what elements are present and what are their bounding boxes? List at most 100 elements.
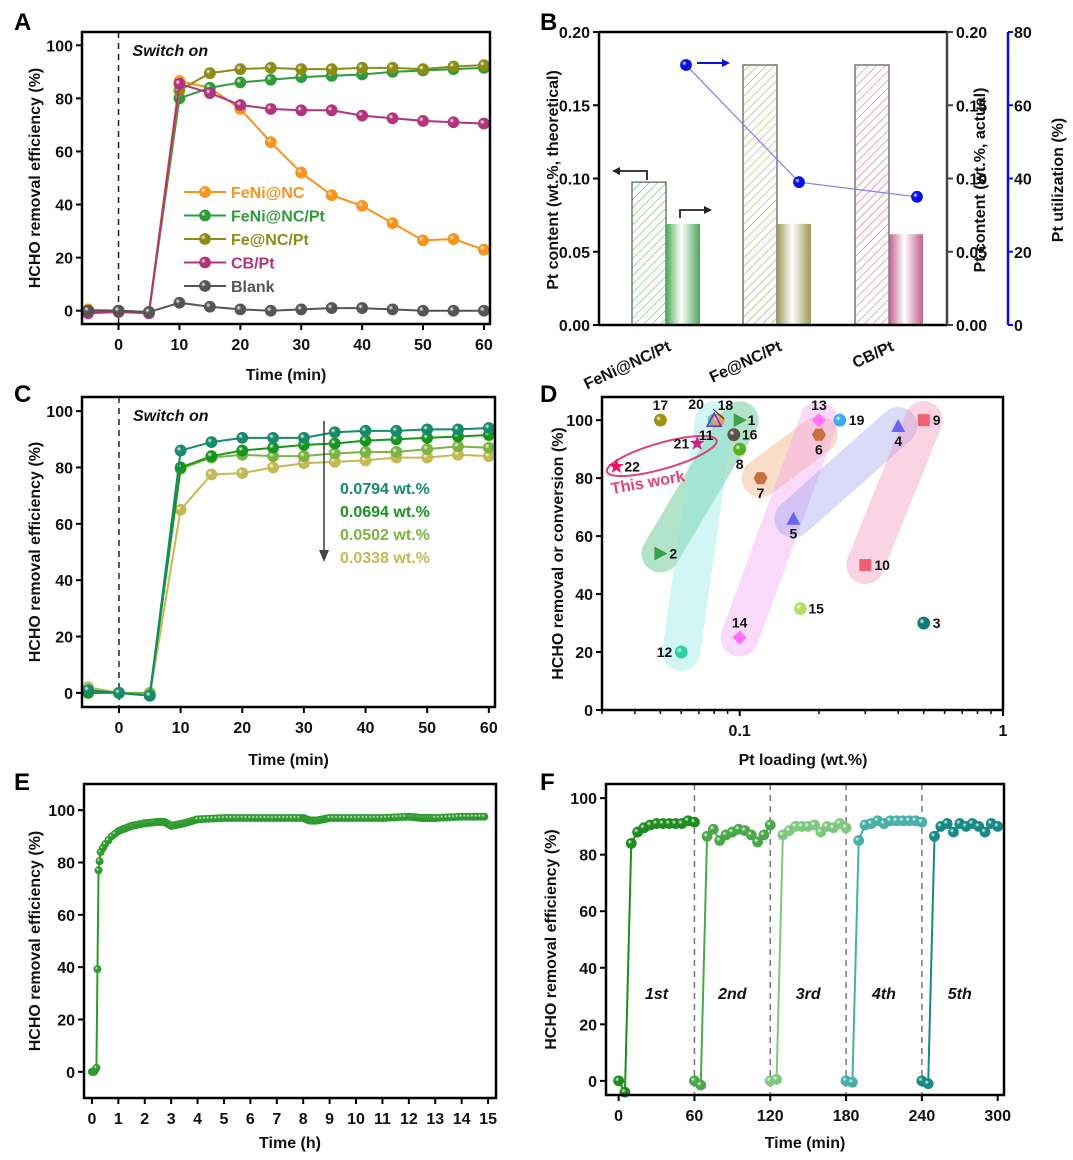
point-label: 13 [811,397,827,413]
plot-frame [80,30,492,326]
series-00694-point-highlight [421,432,433,444]
point-label: 11 [699,427,714,443]
data-point-10 [859,559,872,572]
x-tick-label: 240 [909,1108,936,1125]
stability-point-highlight [95,857,104,865]
panel-b: B FeNi@NC/Pt Fe@NC/Pt CB/Pt 0.00 0.05 0.10 0.15… [540,9,1067,393]
series-cb-pt-point-highlight [295,104,307,116]
cycle-1st-point-highlight [689,817,700,828]
series-blank-point-highlight [265,305,277,317]
series-fe-nc-pt-point-highlight [326,63,338,75]
data-point-12-highlight [675,646,688,659]
cycle-1st-point-highlight [626,838,637,849]
panel-f: F 1st 2nd 3rd 4th 5th 0 20 40 60 80 100 0 60 120 180 240… [540,769,1011,1152]
point-label: 9 [933,412,941,428]
series-00794-point-highlight [360,425,372,437]
y-tick-label: 60 [57,908,75,925]
series-00338-point-highlight [360,454,372,466]
arrow-head [704,206,712,214]
y-tick-label: 100 [46,404,73,421]
y-axis-label: HCHO removal or conversion (%) [550,427,567,680]
x-tick-label: 8 [299,1111,308,1128]
y-right-tick-label: 0.05 [956,245,987,262]
series-fe-nc-pt-point-highlight [417,63,429,75]
data-point-16-highlight [727,428,740,441]
series-cb-pt-point-highlight [326,104,338,116]
series-feni-nc-pt-point-highlight [265,74,277,86]
y-tick-label: 20 [575,645,593,662]
series-blank-point-highlight [478,305,490,317]
y-right-tick-label: 0.00 [956,318,987,335]
series-00794-point-highlight [82,684,94,696]
series-blank-point-highlight [387,303,399,315]
y-right2-tick-label: 80 [1014,25,1032,42]
series-blank-point-highlight [295,303,307,315]
x-tick-label: 12 [400,1111,418,1128]
point-label: 12 [657,644,673,660]
x-tick-label: 4 [193,1111,202,1128]
series-cb-pt-point-highlight [234,99,246,111]
y-tick-label: 20 [55,630,73,647]
cycle-label: 5th [948,986,972,1003]
series-cb-pt-point-highlight [387,112,399,124]
point-label: 16 [742,427,758,443]
point-label: 10 [874,557,890,573]
series-00794-point-highlight [205,436,217,448]
series-fe-nc-pt-point-highlight [356,62,368,74]
x-tick-label: 6 [246,1111,255,1128]
group-highlight [641,401,759,573]
panel-label: F [540,769,555,796]
x-tick-label: 60 [686,1108,704,1125]
series-cb-pt-point-highlight [173,78,185,90]
x-tick-label: 2 [140,1111,149,1128]
point-label: 21 [674,435,690,451]
series-fe-nc-pt-point-highlight [295,63,307,75]
point-label: 7 [757,485,765,501]
cycle-label: 1st [645,986,669,1003]
utilization-point-highlight [911,191,923,203]
y-left-tick-label: 0.20 [559,25,590,42]
series-00794-point-highlight [390,425,402,437]
y-tick-label: 0 [588,1074,597,1091]
point-label: 5 [790,526,798,542]
arrow-right-actual [679,209,705,218]
series-00502-point-highlight [267,450,279,462]
x-tick-label: 15 [479,1111,497,1128]
series-00794-point-highlight [267,432,279,444]
series-00338-point-highlight [329,456,341,468]
series-blank-point-highlight [326,302,338,314]
x-tick-label: 30 [292,337,310,354]
y-tick-label: 40 [55,198,73,215]
data-point-15-highlight [794,602,807,615]
x-tick-label: 14 [453,1111,471,1128]
y-tick-label: 60 [55,517,73,534]
series-feni-nc-point-highlight [326,189,338,201]
point-label: 19 [849,412,865,428]
this-work-ellipse [605,434,718,478]
point-label: 1 [748,412,756,428]
series-cb-pt-point-highlight [447,116,459,128]
legend-label: FeNi@NC [231,185,305,202]
data-point-1 [733,413,747,428]
y-tick-label: 80 [55,460,73,477]
series-00694-point-highlight [175,461,187,473]
cycle-2nd-point-highlight [746,829,757,840]
plot-frame [600,395,1005,712]
legend-label: Fe@NC/Pt [231,232,310,249]
x-tick-label: 5 [220,1111,229,1128]
series-00502-point-highlight [329,447,341,459]
x-tick-label: 0 [115,720,124,737]
series-fe-nc-pt-point-highlight [478,59,490,71]
series-00502-point-highlight [390,446,402,458]
point-label: 3 [933,615,941,631]
data-point-4 [891,418,906,432]
x-tick-label: 11 [374,1111,391,1128]
series-feni-nc-point-highlight [356,200,368,212]
point-label: 14 [732,615,748,631]
y-tick-label: 60 [575,529,593,546]
group-highlight [741,415,838,498]
stability-point-highlight [92,1064,101,1072]
data-point-7 [753,472,768,485]
series-cb-pt-point-highlight [356,110,368,122]
